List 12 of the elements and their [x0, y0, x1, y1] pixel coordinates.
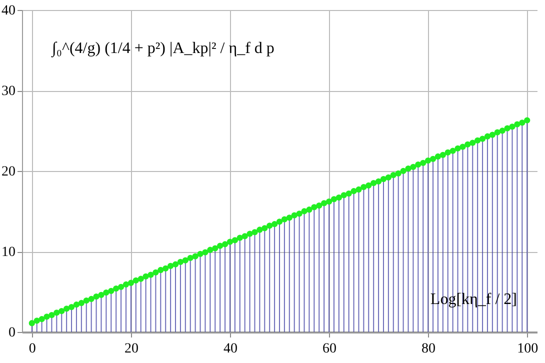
x-tick-label: 40	[223, 342, 238, 356]
x-tick-label: 0	[28, 342, 36, 356]
y-tick-label: 20	[2, 164, 16, 180]
y-tick-label: 10	[2, 245, 16, 260]
x-tick-label: 100	[517, 342, 538, 356]
x-tick-label: 80	[422, 342, 436, 356]
y-tick-label: 30	[2, 84, 16, 99]
x-tick-label: 60	[322, 342, 337, 356]
x-tick-label: 20	[124, 342, 138, 356]
y-tick-label: 0	[8, 326, 16, 340]
y-axis-title: ∫₀^(4/g) (1/4 + p²) |A_kp|² / η_f d p	[51, 40, 274, 58]
y-tick-label: 40	[2, 4, 16, 18]
